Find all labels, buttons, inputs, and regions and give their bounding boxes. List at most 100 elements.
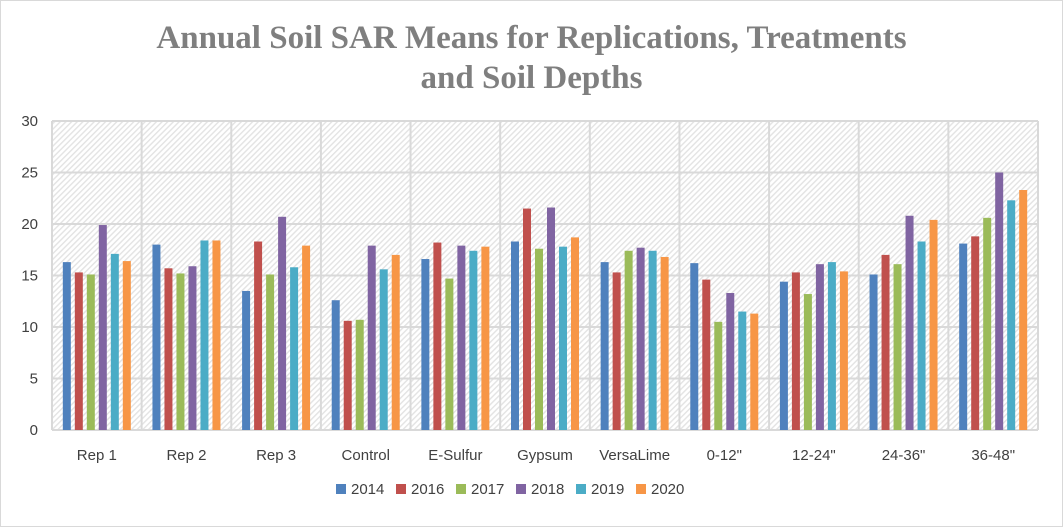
bar-2019 — [648, 250, 657, 430]
bar-2019 — [559, 246, 567, 430]
bar-2016 — [612, 272, 621, 430]
bar-2020 — [302, 245, 311, 430]
bar-2018 — [188, 266, 197, 430]
bar-2020 — [122, 261, 131, 430]
chart-title: Annual Soil SAR Means for Replications, … — [0, 18, 1063, 98]
legend-swatch-2019 — [576, 484, 586, 494]
bar-2016 — [702, 279, 711, 430]
bar-2018 — [995, 172, 1004, 430]
bar-2020 — [839, 271, 848, 430]
chart-title-line-2: and Soil Depths — [420, 60, 643, 96]
bar-2016 — [74, 272, 83, 430]
legend-label: 2019 — [591, 481, 624, 498]
bar-2014 — [62, 262, 71, 430]
bar-2018 — [815, 264, 824, 430]
bar-2017 — [893, 264, 902, 430]
x-tick-label: 24-36" — [882, 447, 926, 464]
bar-2016 — [791, 272, 800, 430]
bar-2017 — [803, 294, 812, 430]
x-tick-label: Rep 1 — [77, 447, 117, 464]
legend-swatch-2016 — [396, 484, 406, 494]
legend-label: 2018 — [531, 481, 564, 498]
bar-2014 — [242, 290, 251, 430]
bar-2016 — [433, 242, 442, 430]
y-tick-label: 20 — [21, 216, 38, 233]
y-tick-label: 5 — [30, 371, 38, 388]
x-tick-label: Control — [342, 447, 390, 464]
bar-2020 — [1019, 190, 1028, 430]
bar-2017 — [266, 274, 275, 430]
bar-2020 — [212, 240, 221, 430]
bar-2020 — [481, 246, 490, 430]
bar-2020 — [750, 313, 759, 430]
bar-2016 — [164, 268, 173, 430]
bar-2016 — [971, 236, 980, 430]
bar-2019 — [827, 262, 836, 430]
bar-2017 — [445, 278, 454, 430]
bar-2014 — [690, 263, 699, 430]
bar-2019 — [738, 311, 747, 430]
bar-2017 — [624, 250, 633, 430]
legend-swatch-2014 — [336, 484, 346, 494]
bar-2017 — [714, 321, 723, 430]
bar-2014 — [869, 274, 878, 430]
bar-2014 — [779, 281, 788, 430]
y-tick-label: 25 — [21, 165, 38, 182]
legend-label: 2017 — [471, 481, 504, 498]
chart-title-line-1: Annual Soil SAR Means for Replications, … — [156, 20, 907, 56]
bar-2019 — [1007, 200, 1016, 430]
bar-2014 — [421, 259, 430, 430]
legend-label: 2016 — [411, 481, 444, 498]
bar-2018 — [547, 207, 555, 430]
bar-2018 — [367, 245, 376, 430]
bar-2018 — [457, 245, 466, 430]
x-tick-label: Gypsum — [517, 447, 573, 464]
bar-2018 — [636, 247, 645, 430]
legend-swatch-2017 — [456, 484, 466, 494]
x-tick-label: Rep 3 — [256, 447, 296, 464]
bar-2019 — [290, 267, 299, 430]
bar-2020 — [391, 254, 400, 430]
bar-2016 — [254, 241, 263, 430]
bar-2020 — [660, 256, 669, 430]
x-tick-label: Rep 2 — [166, 447, 206, 464]
y-tick-label: 0 — [30, 422, 38, 439]
x-tick-label: 36-48" — [971, 447, 1015, 464]
bar-2018 — [98, 225, 107, 430]
y-tick-label: 10 — [21, 319, 38, 336]
bar-2020 — [929, 219, 938, 430]
bar-2019 — [110, 253, 119, 430]
legend-swatch-2020 — [636, 484, 646, 494]
bar-2018 — [905, 215, 914, 430]
bar-2017 — [355, 319, 364, 430]
x-tick-label: 12-24" — [792, 447, 836, 464]
bar-2014 — [331, 300, 340, 430]
bar-2017 — [983, 217, 992, 430]
y-tick-label: 15 — [21, 268, 38, 285]
bar-2014 — [600, 262, 609, 430]
legend-swatch-2018 — [516, 484, 526, 494]
x-tick-label: VersaLime — [599, 447, 670, 464]
x-tick-label: 0-12" — [707, 447, 742, 464]
bar-2016 — [343, 320, 352, 430]
y-tick-label: 30 — [21, 113, 38, 130]
legend-label: 2014 — [351, 481, 384, 498]
bar-2016 — [881, 254, 890, 430]
legend-label: 2020 — [651, 481, 684, 498]
bar-2019 — [200, 240, 209, 430]
bar-2019 — [379, 269, 388, 430]
bar-2014 — [959, 243, 968, 430]
bar-2020 — [571, 237, 579, 430]
bar-2018 — [726, 293, 735, 430]
bar-2019 — [469, 250, 478, 430]
bar-2014 — [152, 244, 161, 430]
bar-2017 — [535, 248, 543, 430]
bar-2016 — [523, 208, 531, 430]
x-tick-label: E-Sulfur — [428, 447, 482, 464]
bar-2017 — [176, 273, 185, 430]
bar-2017 — [86, 274, 95, 430]
bar-2014 — [511, 241, 519, 430]
bar-2018 — [278, 216, 287, 430]
bar-2019 — [917, 241, 926, 430]
